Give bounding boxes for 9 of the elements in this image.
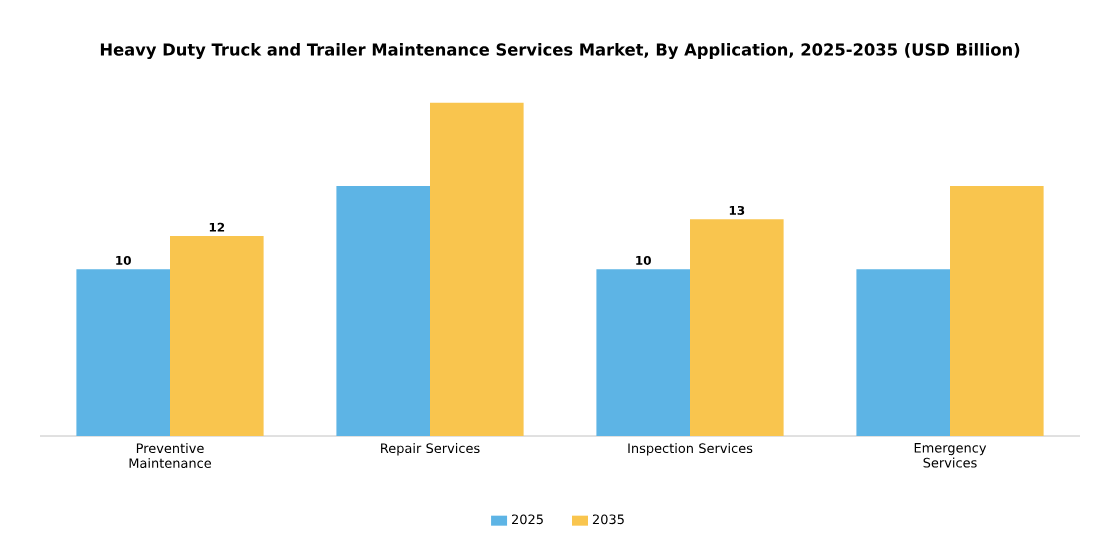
bar (170, 236, 264, 436)
bar (336, 186, 430, 436)
bar (690, 219, 784, 436)
chart-title: Heavy Duty Truck and Trailer Maintenance Services Market, By Application, 2025-2035 (USD Billion) (100, 43, 1020, 60)
bar (76, 269, 170, 436)
bar (596, 269, 691, 436)
bar (856, 269, 951, 436)
bar (430, 102, 524, 436)
bar (950, 186, 1044, 436)
